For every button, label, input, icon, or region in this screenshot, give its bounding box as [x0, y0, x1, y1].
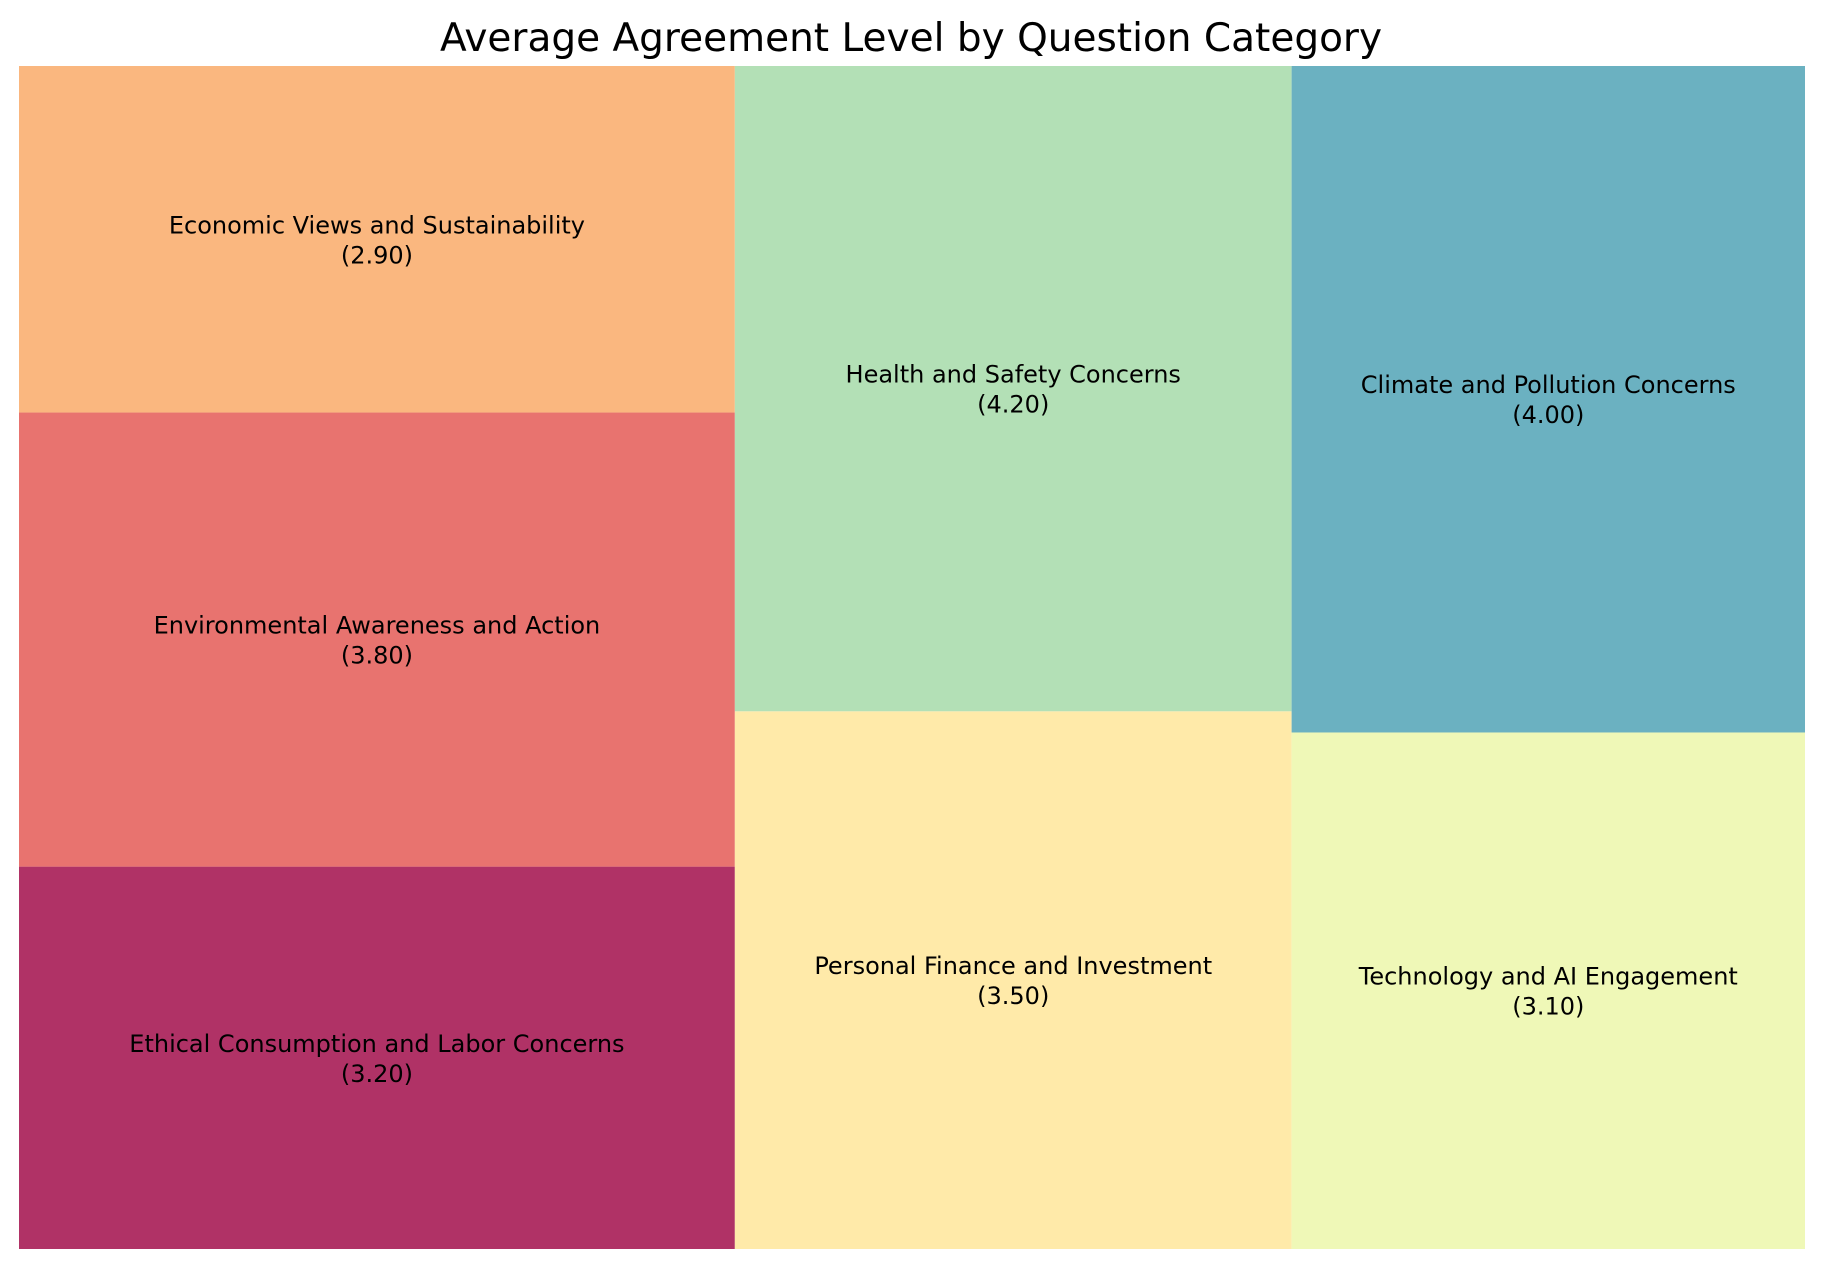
tile-value-label: (3.80)	[341, 642, 413, 670]
treemap-tile	[734, 711, 1292, 1249]
tile-label: Technology and AI Engagement	[1358, 963, 1738, 991]
tile-value-label: (3.10)	[1512, 993, 1584, 1021]
tile-label: Climate and Pollution Concerns	[1361, 371, 1736, 399]
treemap-tile	[1291, 66, 1805, 733]
tile-label: Personal Finance and Investment	[814, 952, 1212, 980]
treemap-tile	[19, 412, 735, 867]
treemap-tile	[19, 866, 735, 1249]
tile-value-label: (3.50)	[977, 982, 1049, 1010]
tile-label: Ethical Consumption and Labor Concerns	[129, 1030, 624, 1058]
chart-title: Average Agreement Level by Question Cate…	[440, 16, 1382, 61]
treemap-tile	[734, 66, 1292, 712]
tile-value-label: (3.20)	[341, 1060, 413, 1088]
tile-value-label: (2.90)	[341, 241, 413, 269]
tile-label: Economic Views and Sustainability	[169, 211, 585, 239]
tile-value-label: (4.00)	[1512, 401, 1584, 429]
treemap-tiles: Ethical Consumption and Labor Concerns(3…	[19, 66, 1805, 1249]
tile-value-label: (4.20)	[977, 391, 1049, 419]
tile-label: Environmental Awareness and Action	[154, 612, 601, 640]
tile-label: Health and Safety Concerns	[846, 361, 1181, 389]
treemap-tile	[1291, 732, 1805, 1249]
treemap-tile	[19, 66, 735, 413]
